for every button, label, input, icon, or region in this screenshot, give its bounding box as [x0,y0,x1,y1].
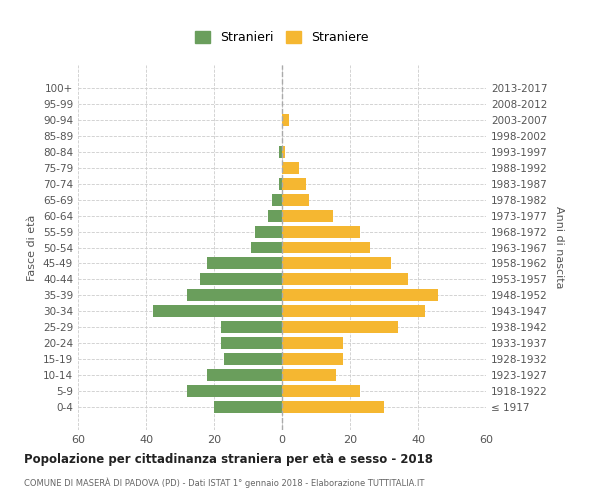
Bar [200,274,282,285]
Bar [282,290,439,302]
Bar [278,178,282,190]
Bar [282,226,360,237]
Bar [224,354,282,366]
Bar [282,146,286,158]
Bar [282,242,370,254]
Bar [214,402,282,413]
Bar [282,322,398,334]
Bar [282,258,391,270]
Bar [282,178,306,190]
Bar [221,338,282,349]
Bar [153,306,282,318]
Bar [282,162,299,173]
Bar [282,386,360,398]
Bar [268,210,282,222]
Text: Popolazione per cittadinanza straniera per età e sesso - 2018: Popolazione per cittadinanza straniera p… [24,452,433,466]
Bar [187,290,282,302]
Bar [255,226,282,237]
Bar [282,370,337,382]
Bar [282,402,384,413]
Bar [282,274,408,285]
Bar [207,370,282,382]
Bar [282,194,309,205]
Bar [278,146,282,158]
Bar [251,242,282,254]
Bar [282,306,425,318]
Y-axis label: Anni di nascita: Anni di nascita [554,206,564,289]
Bar [221,322,282,334]
Bar [282,210,333,222]
Bar [282,114,289,126]
Y-axis label: Fasce di età: Fasce di età [28,214,37,280]
Bar [187,386,282,398]
Bar [282,338,343,349]
Bar [272,194,282,205]
Legend: Stranieri, Straniere: Stranieri, Straniere [191,28,373,48]
Text: COMUNE DI MASERÀ DI PADOVA (PD) - Dati ISTAT 1° gennaio 2018 - Elaborazione TUTT: COMUNE DI MASERÀ DI PADOVA (PD) - Dati I… [24,478,424,488]
Bar [207,258,282,270]
Bar [282,354,343,366]
